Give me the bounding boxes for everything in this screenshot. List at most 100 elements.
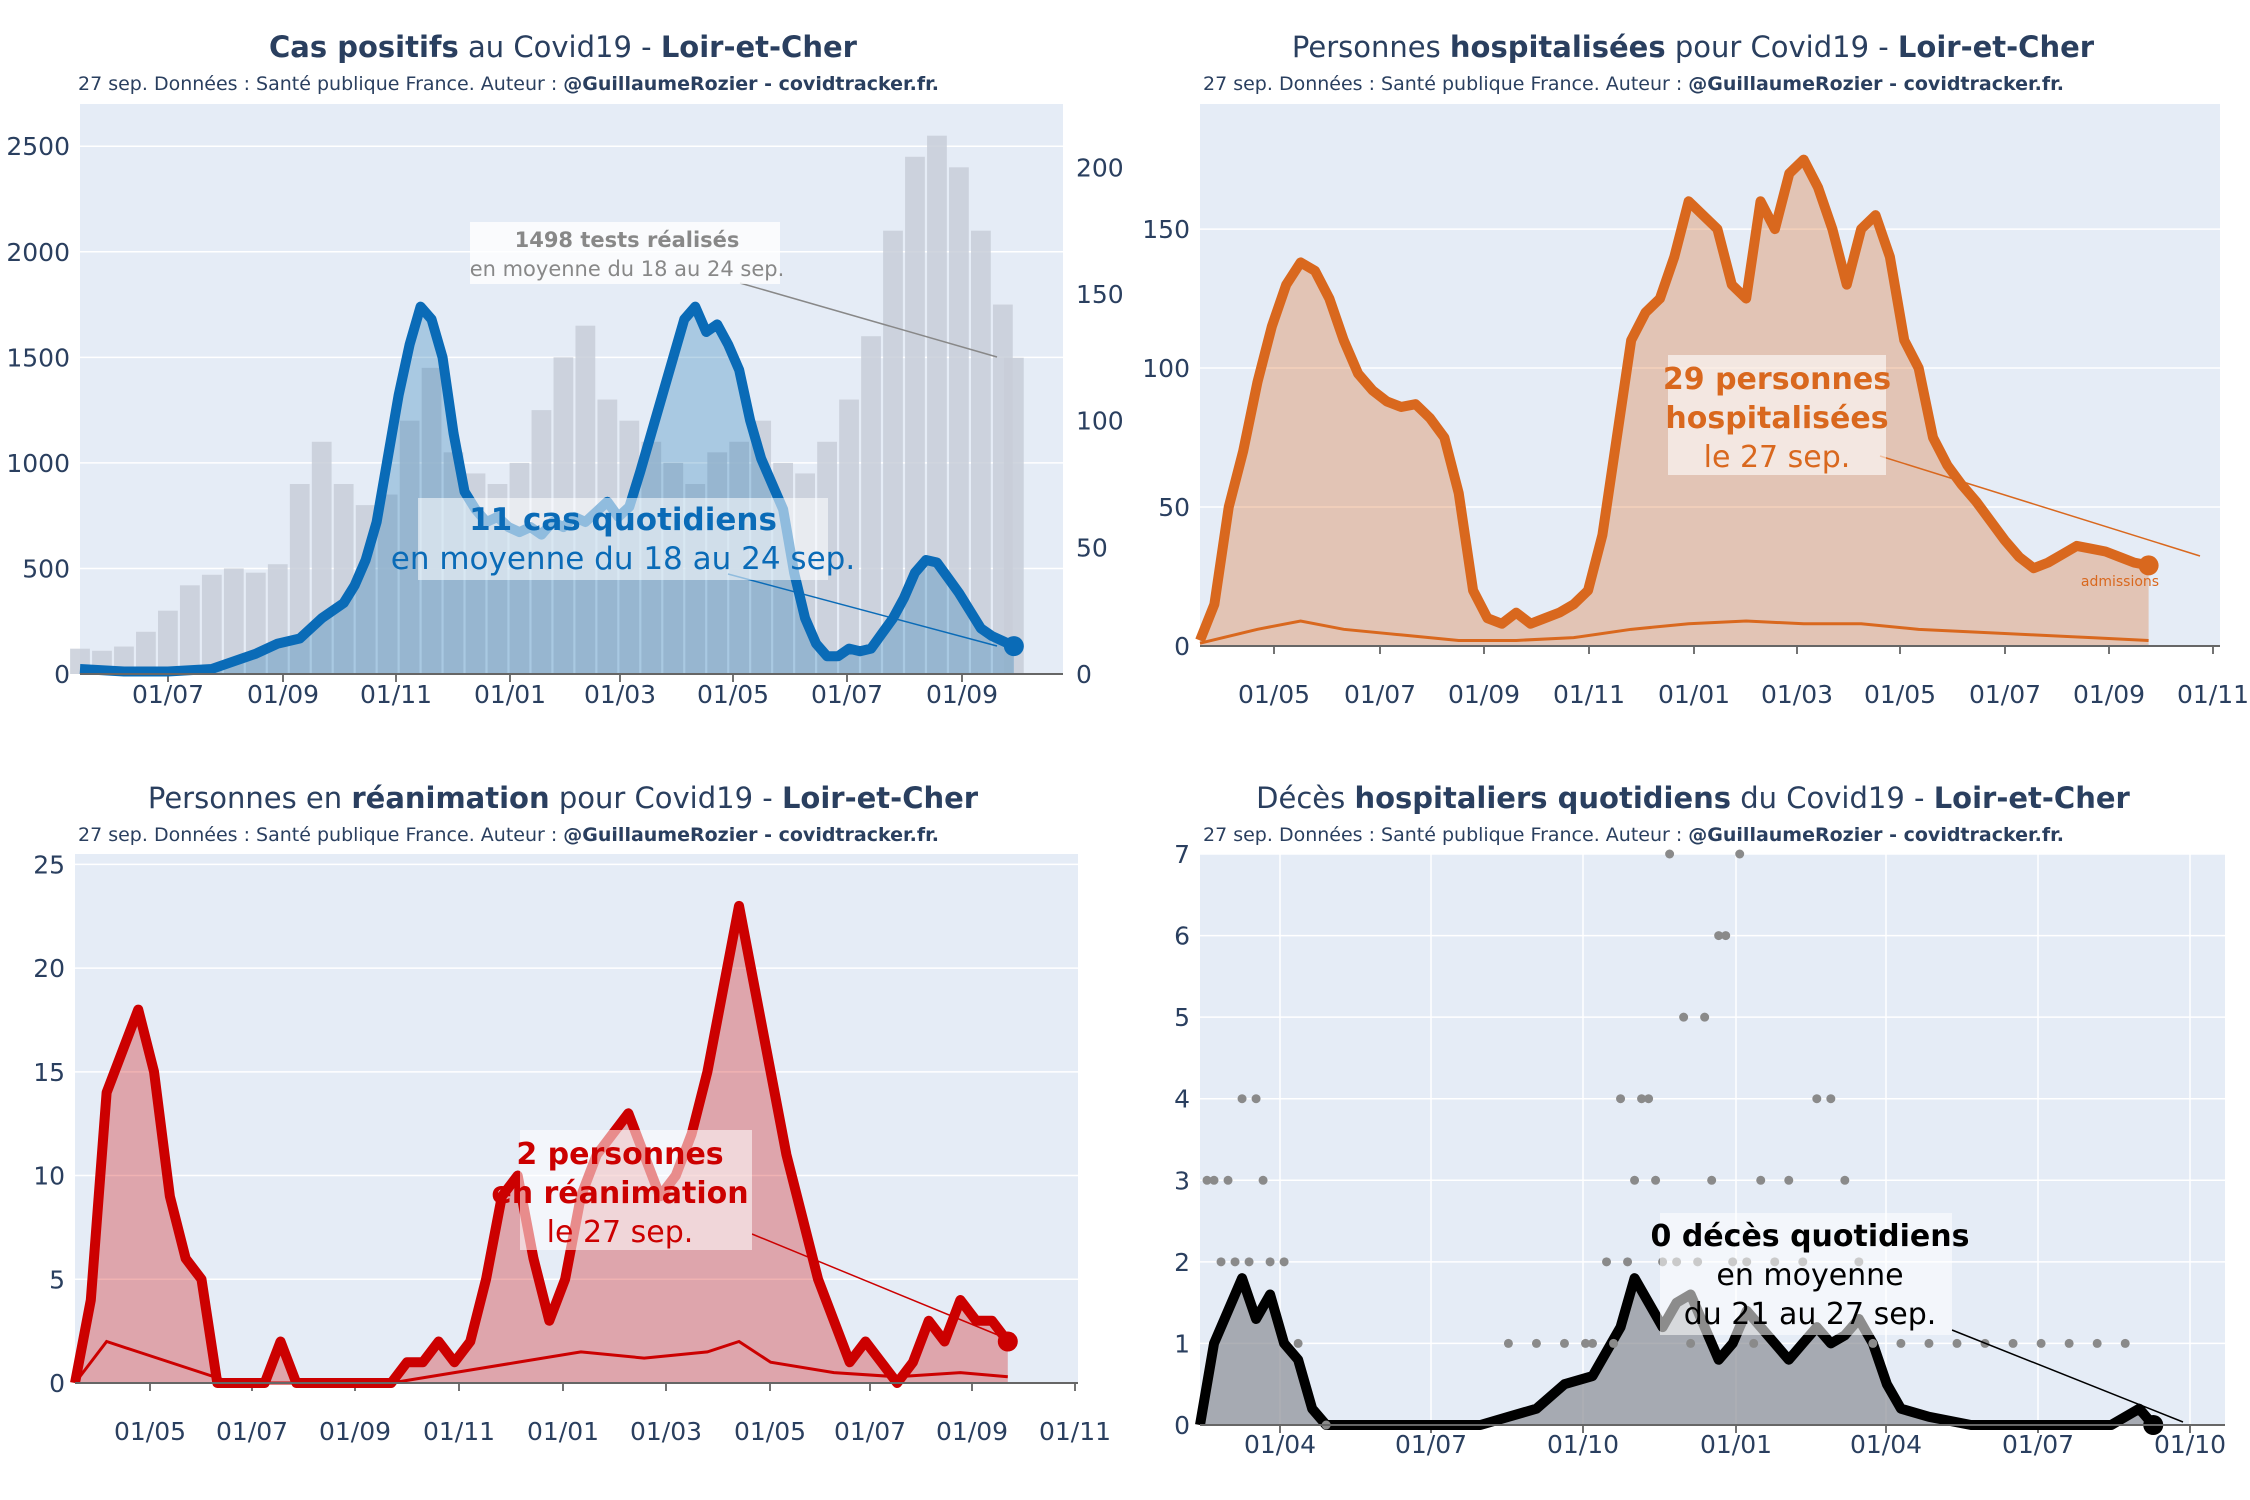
cases-x-tick: 01/05	[697, 680, 769, 709]
rea-x-tick: 01/09	[319, 1417, 391, 1446]
hosp-annotation-text: 29 personnes	[1663, 362, 1891, 397]
deaths-series-1-point	[1665, 849, 1675, 859]
cases-series-0-bar	[839, 399, 859, 674]
deaths-annotation: 0 décès quotidiens en moyenne du 21 au 27 …	[1651, 1213, 2184, 1423]
hosp-title: Personnes hospitalisées pour Covid19 - L…	[1292, 30, 2095, 64]
deaths-title-part: Décès	[1256, 781, 1354, 815]
cases-subtitle-part: @GuillaumeRozier - covidtracker.fr.	[563, 73, 939, 95]
rea-x-tick: 01/07	[216, 1417, 288, 1446]
deaths-series-1-point	[1244, 1257, 1254, 1267]
deaths-series-1-point	[1637, 1094, 1647, 1104]
deaths-series-1-point	[1293, 1338, 1303, 1348]
hosp-x-tick: 01/05	[1864, 680, 1936, 709]
cases-annotation-arrow	[727, 573, 998, 647]
deaths-series-1-point	[1588, 1338, 1598, 1348]
cases-series-0-bar	[201, 574, 222, 674]
deaths-series-1-point	[1714, 931, 1724, 941]
deaths-series-1-point	[1952, 1338, 1962, 1348]
rea-y-tick: 20	[33, 954, 65, 983]
deaths-y-tick: 7	[1174, 840, 1190, 869]
hosp-series-1-line	[1199, 619, 2149, 645]
cases-title-part: au Covid19 -	[459, 30, 661, 64]
deaths-series-1-point	[1784, 1175, 1794, 1185]
cases-y-tick: 1500	[6, 343, 70, 372]
deaths-annotation-arrow	[1951, 1329, 2184, 1423]
hosp-title-part: Loir-et-Cher	[1898, 30, 2095, 64]
deaths-series-1-point	[1237, 1094, 1247, 1104]
deaths-series-1-point	[1265, 1257, 1275, 1267]
hosp-y-tick: 100	[1142, 354, 1190, 383]
deaths-series-1-point	[1735, 849, 1745, 859]
cases-x-tick: 01/07	[811, 680, 883, 709]
cases-series-0-bar	[971, 230, 991, 674]
deaths-series-1-point	[1896, 1338, 1906, 1348]
rea-subtitle: 27 sep. Données : Santé publique France.…	[78, 824, 939, 846]
deaths-series-0-area	[1200, 1278, 2154, 1425]
deaths-series-1-point	[1559, 1338, 1569, 1348]
cases-annotation-text: 1498 tests réalisés	[515, 228, 740, 252]
deaths-title-part: Loir-et-Cher	[1934, 781, 2131, 815]
deaths-series-1-point	[1230, 1257, 1240, 1267]
deaths-series-1-point	[1223, 1175, 1233, 1185]
rea-series-1-line	[73, 1339, 1008, 1385]
deaths-subtitle-part: @GuillaumeRozier - covidtracker.fr.	[1688, 824, 2064, 846]
deaths-annotation-box	[1660, 1213, 1952, 1335]
cases-series-0-bar	[883, 230, 903, 674]
deaths-series-1-point	[1623, 1257, 1633, 1267]
deaths-title: Décès hospitaliers quotidiens du Covid19…	[1256, 781, 2130, 815]
deaths-series-1-point	[2036, 1338, 2046, 1348]
cases-series-0-bar	[377, 494, 398, 674]
cases-series-0-bar	[861, 336, 881, 674]
deaths-series-1-point	[1216, 1257, 1226, 1267]
cases-annotation-box	[418, 498, 828, 580]
cases-y-right-tick: 0	[1076, 660, 1092, 689]
deaths-series-1-point	[1644, 1094, 1654, 1104]
rea-title-part: réanimation	[351, 781, 549, 815]
cases-chart: Cas positifs au Covid19 - Loir-et-Cher 27…	[6, 30, 1123, 709]
deaths-series-1-point	[2120, 1338, 2130, 1348]
deaths-series-1-point	[2008, 1338, 2018, 1348]
deaths-series-1-point	[1651, 1175, 1661, 1185]
hosp-title-part: pour Covid19 -	[1666, 30, 1898, 64]
deaths-series-1-point	[1686, 1338, 1696, 1348]
deaths-x-tick: 01/10	[1547, 1430, 1619, 1459]
deaths-x-tick: 01/04	[1850, 1430, 1922, 1459]
rea-x-tick: 01/07	[834, 1417, 906, 1446]
hosp-x-tick: 01/09	[1448, 680, 1520, 709]
cases-series-0-bar	[289, 484, 310, 674]
cases-x-tick: 01/01	[474, 680, 546, 709]
hosp-series-0-last-point	[2138, 555, 2159, 576]
deaths-series-1-point	[1868, 1338, 1878, 1348]
cases-x-tick: 01/07	[132, 680, 204, 709]
cases-y-tick: 2500	[6, 132, 70, 161]
hosp-annotation-text: hospitalisées	[1665, 401, 1888, 436]
rea-x-tick: 01/01	[527, 1417, 599, 1446]
hosp-x-tick: 01/11	[2177, 680, 2249, 709]
rea-x-tick: 01/11	[423, 1417, 495, 1446]
deaths-title-part: hospitaliers quotidiens	[1354, 781, 1731, 815]
deaths-annotation-text: 0 décès quotidiens	[1651, 1219, 1970, 1254]
hosp-x-tick: 01/11	[1553, 680, 1625, 709]
hosp-subtitle-part: 27 sep. Données : Santé publique France.…	[1203, 73, 1688, 95]
rea-title: Personnes en réanimation pour Covid19 - …	[148, 781, 979, 815]
deaths-series-1-point	[1826, 1094, 1836, 1104]
deaths-series-1-point	[2092, 1338, 2102, 1348]
deaths-series-1-point	[1616, 1094, 1626, 1104]
deaths-series-1-point	[1840, 1175, 1850, 1185]
cases-x-tick: 01/03	[584, 680, 656, 709]
rea-y-tick: 5	[49, 1265, 65, 1294]
hosp-annotation: 29 personnes hospitalisées le 27 sep.	[1663, 355, 2201, 557]
cases-x-tick: 01/09	[926, 680, 998, 709]
rea-x-tick: 01/09	[936, 1417, 1008, 1446]
deaths-x-tick: 01/07	[2002, 1430, 2074, 1459]
rea-annotation-arrow	[751, 1233, 1011, 1341]
rea-series-0-area	[75, 905, 1008, 1383]
deaths-series-1-point	[1756, 1175, 1766, 1185]
deaths-subtitle: 27 sep. Données : Santé publique France.…	[1203, 824, 2064, 846]
deaths-x-tick: 01/10	[2154, 1430, 2226, 1459]
cases-series-0-bar	[905, 156, 925, 674]
hosp-subtitle-part: @GuillaumeRozier - covidtracker.fr.	[1688, 73, 2064, 95]
deaths-series-1-point	[1609, 1338, 1619, 1348]
